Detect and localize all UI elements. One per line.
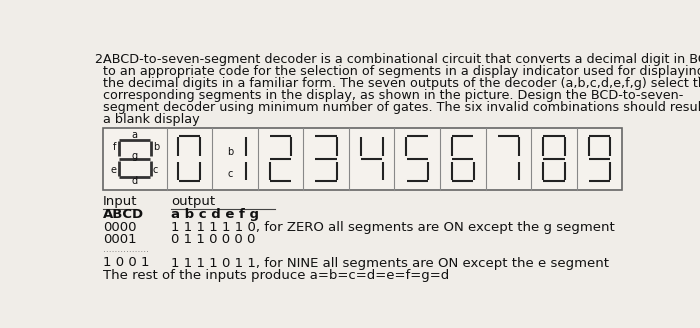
Text: The rest of the inputs produce a=b=c=d=e=f=g=d: The rest of the inputs produce a=b=c=d=e… [103, 269, 449, 282]
Bar [103, 128, 622, 190]
Text: 1 1 1 1 0 1 1, for NINE all segments are ON except the e segment: 1 1 1 1 0 1 1, for NINE all segments are… [172, 256, 609, 270]
Text: ABCD-to-seven-segment decoder is a combinational circuit that converts a decimal: ABCD-to-seven-segment decoder is a combi… [103, 53, 700, 66]
Text: to an appropriate code for the selection of segments in a display indicator used: to an appropriate code for the selection… [103, 65, 700, 78]
Text: segment decoder using minimum number of gates. The six invalid combinations shou: segment decoder using minimum number of … [103, 101, 700, 114]
Text: Input: Input [103, 195, 137, 208]
Text: a b c d e f g: a b c d e f g [172, 208, 259, 221]
Text: e: e [111, 165, 117, 175]
Text: ABCD: ABCD [103, 208, 144, 221]
Text: b: b [153, 142, 159, 153]
Text: output: output [172, 195, 216, 208]
Text: the decimal digits in a familiar form. The seven outputs of the decoder (a,b,c,d: the decimal digits in a familiar form. T… [103, 77, 700, 90]
Text: ................: ................ [103, 245, 149, 254]
Text: b: b [228, 147, 234, 157]
Text: 1 0 0 1: 1 0 0 1 [103, 256, 150, 270]
Text: 1 1 1 1 1 1 0, for ZERO all segments are ON except the g segment: 1 1 1 1 1 1 0, for ZERO all segments are… [172, 221, 615, 234]
Text: corresponding segments in the display, as shown in the picture. Design the BCD-t: corresponding segments in the display, a… [103, 89, 683, 102]
Text: a blank display: a blank display [103, 113, 200, 126]
Text: g: g [132, 152, 138, 161]
Text: c: c [228, 169, 233, 179]
Text: 2.: 2. [94, 53, 106, 66]
Text: a: a [132, 130, 138, 140]
Text: 0 1 1 0 0 0 0: 0 1 1 0 0 0 0 [172, 234, 256, 246]
Text: c: c [153, 165, 158, 175]
Text: d: d [132, 176, 138, 186]
Text: f: f [113, 142, 117, 153]
Text: 0001: 0001 [103, 234, 136, 246]
Text: 0000: 0000 [103, 221, 136, 234]
